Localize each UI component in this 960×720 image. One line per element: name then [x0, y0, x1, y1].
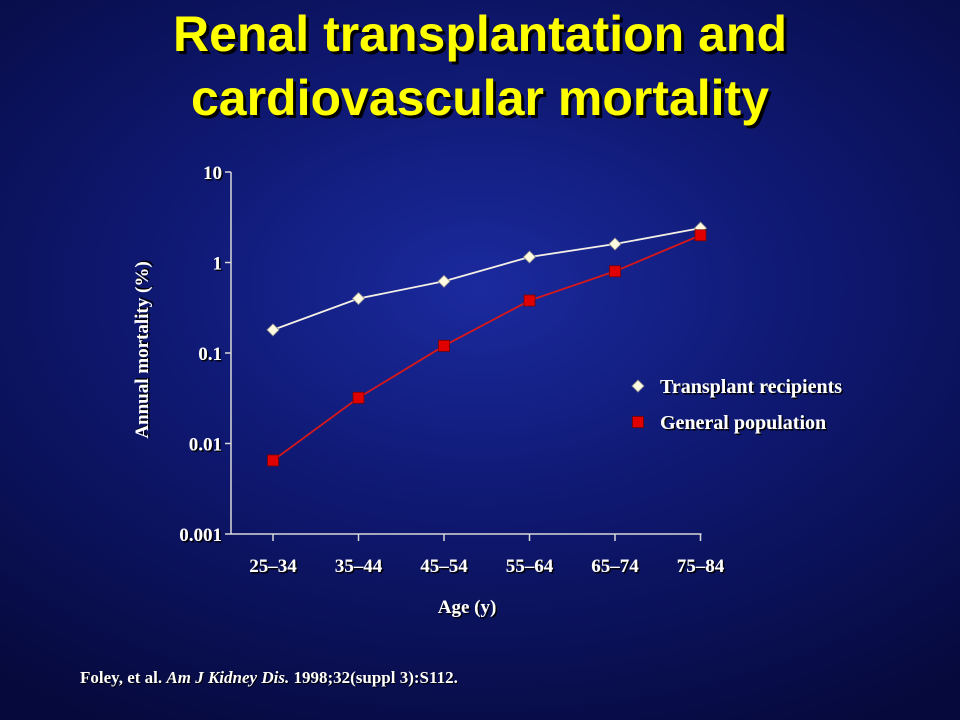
slide-title-line-2: cardiovascular mortality [190, 70, 770, 126]
y-tick-label: 0.01 [189, 435, 222, 456]
slide-title: Renal transplantation and cardiovascular… [0, 2, 960, 130]
series-line-0 [272, 227, 701, 331]
x-axis-title: Age (y) [438, 597, 497, 618]
legend-label: General population [660, 412, 826, 434]
y-tick-label: 10 [203, 163, 222, 184]
general-population-point [267, 454, 279, 467]
citation-journal: Am J Kidney Dis. [166, 668, 290, 687]
transplant-point [608, 237, 622, 251]
y-tick-label: 0.1 [198, 344, 222, 365]
transplant-point [437, 274, 451, 288]
y-tick-label: 0.001 [179, 525, 222, 546]
transplant-point [522, 250, 537, 264]
citation: Foley, et al. Am J Kidney Dis. 1998;32(s… [80, 668, 458, 688]
general-population-point [352, 391, 365, 404]
legend-marker-general [632, 416, 644, 428]
x-tick-label: 55–64 [506, 556, 554, 577]
x-tick-label: 65–74 [591, 556, 639, 577]
x-tick-label: 45–54 [420, 556, 468, 577]
transplant-point [266, 323, 280, 337]
y-axis-title: Annual mortality (%) [132, 261, 153, 438]
citation-authors: Foley, et al. [80, 668, 163, 687]
general-population-point [694, 229, 707, 242]
legend-marker-transplant [631, 379, 645, 393]
x-tick-label: 35–44 [335, 556, 383, 577]
series-line-1 [272, 234, 701, 462]
general-population-point [609, 265, 621, 278]
legend-label: Transplant recipients [660, 376, 842, 398]
slide-title-line-1: Renal transplantation and [173, 6, 787, 62]
general-population-point [523, 294, 536, 307]
general-population-point [438, 339, 450, 352]
citation-reference: 1998;32(suppl 3):S112. [293, 668, 458, 687]
x-tick-label: 25–34 [249, 556, 297, 577]
transplant-point [351, 291, 366, 306]
y-tick-label: 1 [213, 254, 223, 275]
x-tick-label: 75–84 [677, 556, 725, 577]
